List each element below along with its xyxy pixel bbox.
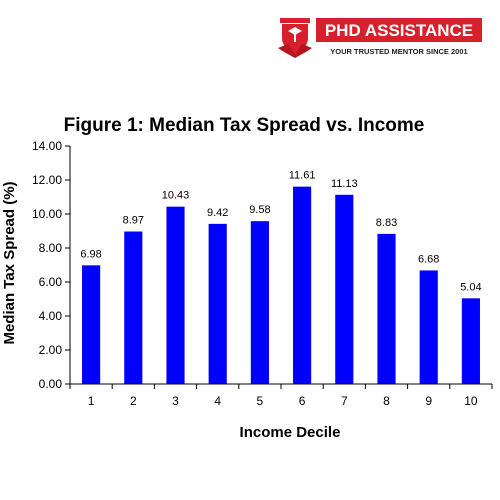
x-axis-ticks: 1 2 3 4 5 6 7 8 9 10 [69, 384, 493, 408]
bar [166, 206, 185, 384]
y-tick-label: 2.00 [39, 343, 63, 357]
y-axis-ticks: 0.00 2.00 4.00 6.00 8.00 10.00 12.00 14.00 [32, 139, 70, 391]
bar [419, 270, 438, 384]
bar [250, 221, 269, 384]
x-tick-label: 3 [172, 394, 179, 408]
y-tick-label: 4.00 [39, 309, 63, 323]
bar [293, 186, 312, 384]
logo-tagline: YOUR TRUSTED MENTOR SINCE 2001 [330, 47, 467, 56]
phd-assistance-logo: PHD ASSISTANCE YOUR TRUSTED MENTOR SINCE… [276, 14, 486, 60]
bar-value-label: 10.43 [162, 190, 190, 202]
bars [82, 186, 480, 384]
x-tick-label: 10 [464, 394, 478, 408]
y-tick-label: 12.00 [32, 173, 62, 187]
bar-value-label: 8.97 [123, 215, 144, 227]
bar-value-label: 8.83 [376, 217, 397, 229]
x-tick-label: 4 [214, 394, 221, 408]
y-tick-label: 10.00 [32, 207, 62, 221]
y-tick-label: 8.00 [39, 241, 63, 255]
logo-banner [316, 18, 482, 42]
x-tick-label: 7 [341, 394, 348, 408]
x-tick-label: 6 [299, 394, 306, 408]
bar [377, 233, 396, 384]
bar [335, 194, 354, 384]
logo-name: PHD ASSISTANCE [325, 21, 473, 40]
bar-value-label: 9.58 [249, 204, 270, 216]
bar-value-label: 6.98 [80, 248, 101, 260]
bar-value-label: 6.68 [418, 253, 439, 265]
y-tick-label: 6.00 [39, 275, 63, 289]
x-tick-label: 9 [425, 394, 432, 408]
bar-value-label: 9.42 [207, 207, 228, 219]
x-axis-title: Income Decile [240, 424, 341, 441]
bar-value-label: 5.04 [460, 281, 481, 293]
y-tick-label: 0.00 [39, 377, 63, 391]
data-labels: 6.98 8.97 10.43 9.42 9.58 11.61 11.13 8.83 6.68 5… [80, 170, 481, 294]
y-tick-label: 14.00 [32, 139, 62, 153]
x-tick-label: 2 [130, 394, 137, 408]
x-tick-label: 1 [88, 394, 95, 408]
bar [124, 231, 143, 384]
bar [461, 298, 480, 384]
bar-value-label: 11.61 [289, 170, 316, 182]
bar [208, 223, 227, 384]
x-tick-label: 5 [257, 394, 264, 408]
crest-icon [278, 18, 312, 58]
bar-value-label: 11.13 [331, 178, 358, 190]
bar [82, 265, 101, 384]
x-tick-label: 8 [383, 394, 390, 408]
chart-title: Figure 1: Median Tax Spread vs. Income [64, 115, 425, 136]
y-axis-title: Median Tax Spread (%) [1, 181, 18, 344]
